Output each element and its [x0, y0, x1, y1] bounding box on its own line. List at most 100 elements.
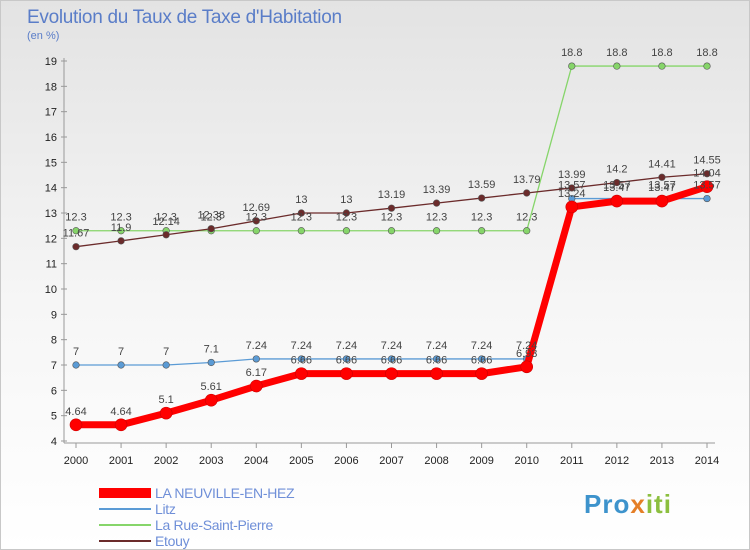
- x-tick-label: 2002: [154, 455, 178, 467]
- x-tick-label: 2001: [109, 455, 133, 467]
- data-label: 6.66: [471, 355, 492, 367]
- data-label: 12.3: [201, 212, 222, 224]
- data-label: 13: [295, 194, 307, 206]
- legend-swatch: [99, 508, 151, 510]
- x-tick-label: 2008: [424, 455, 448, 467]
- data-label: 11.9: [111, 222, 132, 234]
- data-label: 12.3: [246, 212, 267, 224]
- x-tick-label: 2009: [469, 455, 493, 467]
- data-point: [297, 227, 305, 235]
- data-point: [72, 243, 80, 251]
- unit-label: (en %): [27, 30, 60, 42]
- data-point: [162, 361, 170, 369]
- data-label: 5.61: [201, 381, 222, 393]
- data-point: [159, 406, 173, 420]
- data-label: 18.8: [696, 47, 717, 59]
- x-tick-label: 2010: [514, 455, 538, 467]
- legend-label: Litz: [155, 501, 176, 517]
- data-label: 13.59: [468, 179, 496, 191]
- data-point: [523, 227, 531, 235]
- y-tick-label: 18: [45, 81, 57, 93]
- data-label: 13.47: [603, 182, 631, 194]
- data-point: [432, 199, 441, 207]
- data-point: [655, 194, 669, 208]
- data-label: 12.3: [516, 212, 537, 224]
- data-point: [69, 418, 83, 432]
- data-point: [114, 418, 128, 432]
- data-label: 13.24: [558, 188, 586, 200]
- legend-label: LA NEUVILLE-EN-HEZ: [155, 485, 295, 501]
- data-point: [703, 170, 711, 178]
- data-label: 14.41: [648, 158, 676, 170]
- data-point: [613, 179, 621, 187]
- data-label: 4.64: [110, 406, 131, 418]
- legend-swatch: [99, 524, 151, 526]
- data-point: [658, 173, 666, 181]
- data-label: 13.19: [378, 189, 406, 201]
- data-label: 13.57: [693, 180, 721, 192]
- data-point: [432, 227, 441, 235]
- data-point: [340, 367, 353, 380]
- data-point: [249, 379, 263, 393]
- data-label: 6.93: [516, 348, 537, 360]
- data-label: 18.8: [606, 47, 627, 59]
- y-tick-label: 16: [45, 132, 57, 144]
- data-label: 7.24: [426, 340, 447, 352]
- data-point: [478, 194, 486, 202]
- data-label: 7.24: [336, 340, 357, 352]
- data-point: [703, 62, 711, 70]
- data-label: 4.64: [65, 406, 86, 418]
- data-label: 6.66: [426, 355, 447, 367]
- data-label: 6.66: [291, 355, 312, 367]
- y-tick-label: 5: [51, 411, 57, 423]
- legend-label: Etouy: [155, 533, 190, 549]
- data-point: [385, 367, 398, 380]
- data-label: 12.3: [110, 212, 131, 224]
- data-point: [72, 361, 80, 369]
- data-point: [252, 355, 260, 363]
- data-label: 7.24: [471, 340, 492, 352]
- data-label: 7.24: [291, 340, 312, 352]
- data-label: 12.69: [243, 202, 271, 214]
- legend-swatch: [99, 540, 151, 542]
- data-point: [568, 184, 576, 192]
- data-label: 18.8: [561, 47, 582, 59]
- data-label: 7: [163, 346, 169, 358]
- data-point: [342, 355, 351, 363]
- data-label: 12.3: [381, 212, 402, 224]
- data-point: [430, 367, 443, 380]
- data-label: 5.1: [158, 394, 173, 406]
- x-tick-label: 2013: [650, 455, 674, 467]
- data-point: [387, 227, 396, 235]
- data-point: [703, 194, 711, 203]
- series-layer: [69, 62, 714, 432]
- x-tick-label: 2014: [695, 455, 719, 467]
- data-point: [342, 209, 351, 217]
- y-tick-label: 11: [46, 259, 57, 271]
- data-point: [72, 227, 80, 235]
- logo-part-1: Pro: [584, 489, 631, 519]
- data-label: 12.38: [197, 210, 225, 222]
- data-label: 13.47: [648, 182, 676, 194]
- data-point: [252, 227, 260, 235]
- data-point: [523, 189, 531, 197]
- y-tick-label: 15: [45, 157, 57, 169]
- y-tick-label: 6: [51, 385, 57, 397]
- data-label: 13: [340, 194, 352, 206]
- data-point: [432, 355, 441, 363]
- data-point: [658, 62, 666, 70]
- data-point: [297, 355, 305, 363]
- x-tick-label: 2004: [244, 455, 268, 467]
- chart-title: Evolution du Taux de Taxe d'Habitation: [27, 7, 342, 28]
- x-tick-label: 2005: [289, 455, 313, 467]
- legend-swatch: [99, 488, 151, 498]
- data-point: [117, 361, 125, 369]
- data-point: [610, 194, 624, 208]
- data-point: [387, 355, 396, 363]
- data-label: 6.66: [336, 355, 357, 367]
- data-label: 12.14: [152, 216, 180, 228]
- y-tick-label: 9: [51, 309, 57, 321]
- data-point: [478, 227, 486, 235]
